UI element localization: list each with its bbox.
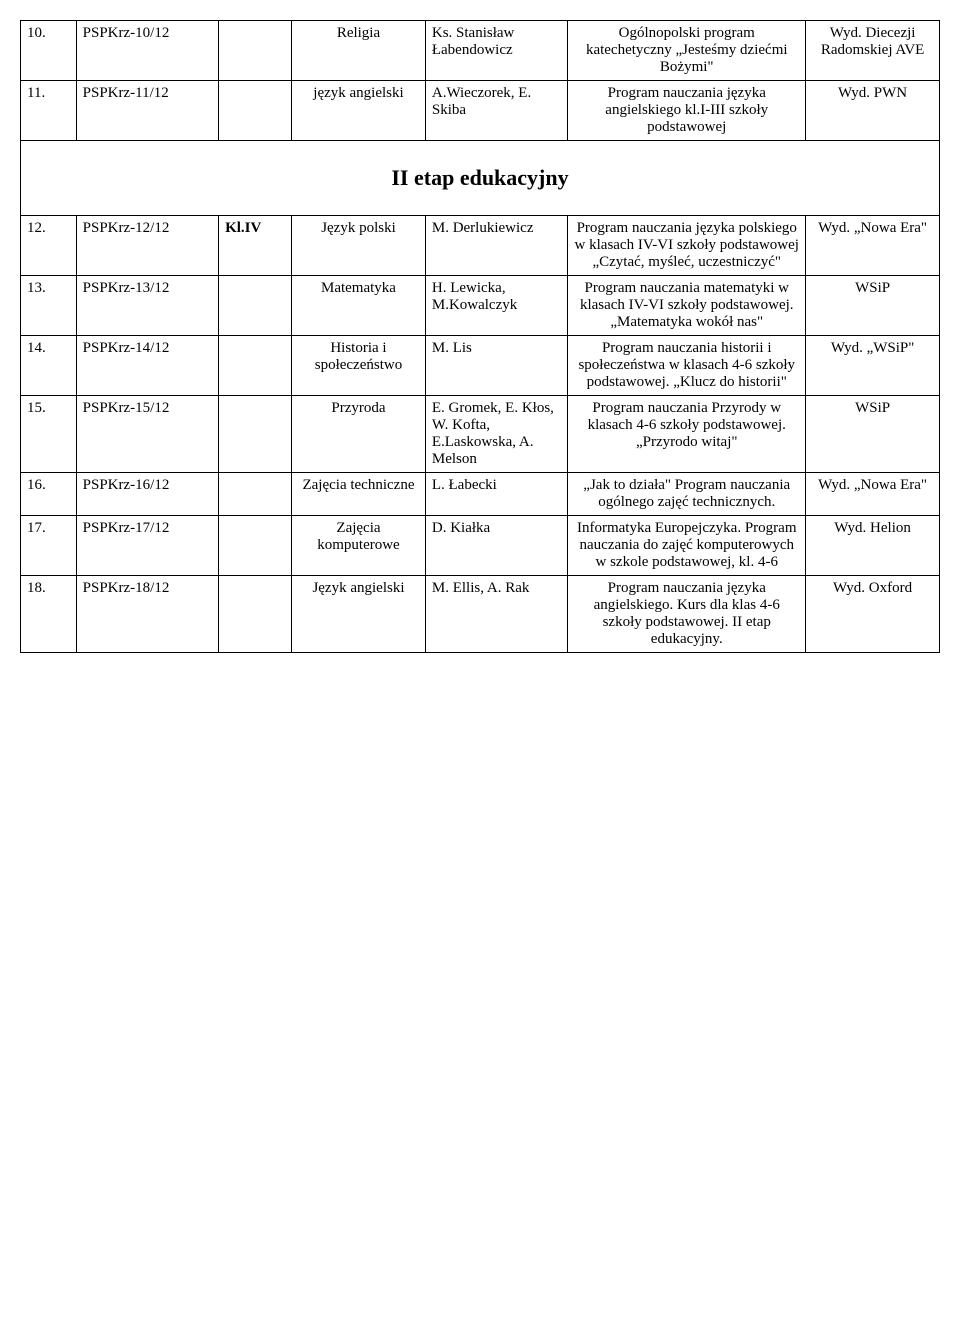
row-grade <box>219 21 292 81</box>
row-subject: Zajęcia techniczne <box>292 473 426 516</box>
row-grade <box>219 336 292 396</box>
row-program: „Jak to działa" Program nauczania ogólne… <box>568 473 806 516</box>
row-subject: Zajęcia komputerowe <box>292 516 426 576</box>
row-subject: język angielski <box>292 81 426 141</box>
table-row: 12.PSPKrz-12/12Kl.IVJęzyk polskiM. Derlu… <box>21 216 940 276</box>
curriculum-table: 10.PSPKrz-10/12 ReligiaKs. Stanisław Łabe… <box>20 20 940 653</box>
row-subject: Język angielski <box>292 576 426 653</box>
row-grade <box>219 473 292 516</box>
row-number: 17. <box>21 516 77 576</box>
row-program: Program nauczania języka polskiego w kla… <box>568 216 806 276</box>
row-code: PSPKrz-17/12 <box>76 516 218 576</box>
row-code: PSPKrz-16/12 <box>76 473 218 516</box>
row-number: 14. <box>21 336 77 396</box>
row-publisher: Wyd. Helion <box>806 516 940 576</box>
table-row: 17.PSPKrz-17/12 Zajęcia komputeroweD. Kia… <box>21 516 940 576</box>
section-title: II etap edukacyjny <box>21 141 940 216</box>
row-grade <box>219 81 292 141</box>
row-publisher: WSiP <box>806 396 940 473</box>
row-number: 18. <box>21 576 77 653</box>
row-code: PSPKrz-14/12 <box>76 336 218 396</box>
row-code: PSPKrz-13/12 <box>76 276 218 336</box>
row-publisher: Wyd. PWN <box>806 81 940 141</box>
table-row: 15.PSPKrz-15/12 PrzyrodaE. Gromek, E. Kło… <box>21 396 940 473</box>
row-code: PSPKrz-12/12 <box>76 216 218 276</box>
row-author: M. Ellis, A. Rak <box>425 576 567 653</box>
row-author: D. Kiałka <box>425 516 567 576</box>
row-program: Program nauczania języka angielskiego. K… <box>568 576 806 653</box>
row-author: A.Wieczorek, E. Skiba <box>425 81 567 141</box>
row-author: H. Lewicka, M.Kowalczyk <box>425 276 567 336</box>
row-number: 16. <box>21 473 77 516</box>
row-subject: Język polski <box>292 216 426 276</box>
row-subject: Religia <box>292 21 426 81</box>
row-subject: Matematyka <box>292 276 426 336</box>
row-number: 13. <box>21 276 77 336</box>
row-code: PSPKrz-10/12 <box>76 21 218 81</box>
row-subject: Historia i społeczeństwo <box>292 336 426 396</box>
row-author: M. Lis <box>425 336 567 396</box>
row-grade <box>219 396 292 473</box>
table-row: 18.PSPKrz-18/12 Język angielskiM. Ellis, … <box>21 576 940 653</box>
row-number: 12. <box>21 216 77 276</box>
table-row: 16.PSPKrz-16/12 Zajęcia techniczneL. Łabe… <box>21 473 940 516</box>
row-publisher: Wyd. Diecezji Radomskiej AVE <box>806 21 940 81</box>
row-number: 15. <box>21 396 77 473</box>
row-author: E. Gromek, E. Kłos, W. Kofta, E.Laskowsk… <box>425 396 567 473</box>
row-publisher: Wyd. „WSiP" <box>806 336 940 396</box>
row-code: PSPKrz-15/12 <box>76 396 218 473</box>
row-grade <box>219 516 292 576</box>
row-program: Program nauczania historii i społeczeńst… <box>568 336 806 396</box>
table-row: 14.PSPKrz-14/12 Historia i społeczeństwoM… <box>21 336 940 396</box>
row-publisher: Wyd. „Nowa Era" <box>806 216 940 276</box>
row-code: PSPKrz-11/12 <box>76 81 218 141</box>
row-publisher: Wyd. Oxford <box>806 576 940 653</box>
row-author: M. Derlukiewicz <box>425 216 567 276</box>
row-grade <box>219 276 292 336</box>
row-program: Program nauczania matematyki w klasach I… <box>568 276 806 336</box>
row-author: L. Łabecki <box>425 473 567 516</box>
table-row: 11.PSPKrz-11/12 język angielskiA.Wieczore… <box>21 81 940 141</box>
row-number: 10. <box>21 21 77 81</box>
row-number: 11. <box>21 81 77 141</box>
row-grade: Kl.IV <box>219 216 292 276</box>
row-publisher: Wyd. „Nowa Era" <box>806 473 940 516</box>
row-grade <box>219 576 292 653</box>
row-program: Ogólnopolski program katechetyczny „Jest… <box>568 21 806 81</box>
table-row: 10.PSPKrz-10/12 ReligiaKs. Stanisław Łabe… <box>21 21 940 81</box>
row-program: Informatyka Europejczyka. Program naucza… <box>568 516 806 576</box>
row-author: Ks. Stanisław Łabendowicz <box>425 21 567 81</box>
row-publisher: WSiP <box>806 276 940 336</box>
row-subject: Przyroda <box>292 396 426 473</box>
row-program: Program nauczania języka angielskiego kl… <box>568 81 806 141</box>
row-code: PSPKrz-18/12 <box>76 576 218 653</box>
table-row: 13.PSPKrz-13/12 MatematykaH. Lewicka, M.K… <box>21 276 940 336</box>
row-program: Program nauczania Przyrody w klasach 4-6… <box>568 396 806 473</box>
